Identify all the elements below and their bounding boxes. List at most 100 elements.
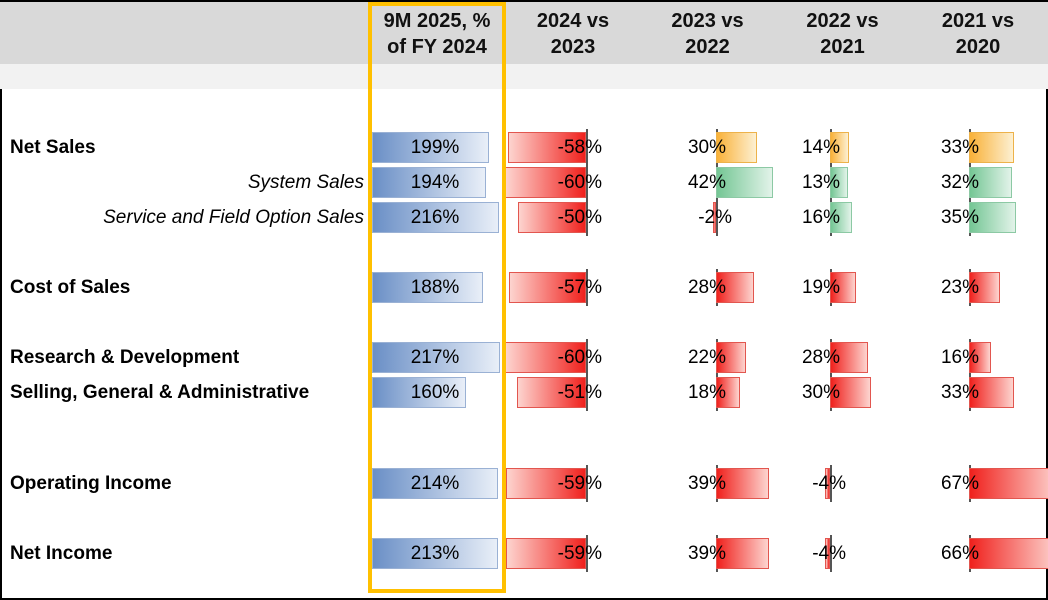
bar-red [506,468,586,499]
bar-blue [372,342,500,373]
bar-value: 217% [410,347,460,368]
column-header-2023-vs-2022: 2023 vs 2022 [640,8,775,60]
row-label: Service and Field Option Sales [103,207,364,228]
bar-red [713,202,716,233]
bar-value: -59% [557,473,602,494]
bar-red [716,468,769,499]
bar-red [716,272,754,303]
bar-value: 66% [940,543,979,564]
bar-value: 14% [801,137,840,158]
bar-value: 199% [410,137,460,158]
bar-value: 23% [940,277,979,298]
axis-tick [586,374,588,411]
column-header-2022-vs-2021: 2022 vs 2021 [775,8,910,60]
bar-blue [372,167,486,198]
axis-tick [586,269,588,306]
column-header-line1: 2024 vs [536,10,610,32]
bar-blue [372,538,498,569]
axis-tick [586,535,588,572]
axis-tick [586,164,588,201]
row-label: Net Income [10,543,113,564]
bar-red [716,377,740,408]
bar-red [969,468,1048,499]
row-label: Selling, General & Administrative [10,382,310,403]
bar-value: 19% [801,277,840,298]
bar-red [825,538,830,569]
bar-value: -60% [557,172,602,193]
bar-blue [372,272,483,303]
column-header-line1: 2022 vs [806,10,879,32]
bar-orange [969,132,1014,163]
bar-value: 216% [410,207,460,228]
bar-red [506,538,586,569]
axis-tick [830,535,832,572]
row-label: System Sales [247,172,364,193]
bar-value: 33% [940,382,979,403]
bar-value: -4% [812,543,846,564]
bar-red [969,538,1048,569]
column-header-line2: 2020 [955,36,1001,58]
bar-value: 213% [410,543,460,564]
row-label: Cost of Sales [10,277,131,298]
bar-blue [372,132,489,163]
header-sub-band [0,64,1048,89]
bar-orange [830,132,849,163]
bar-value: 42% [687,172,726,193]
bar-value: 160% [410,382,460,403]
axis-tick [586,465,588,502]
bar-value: 214% [410,473,460,494]
column-header-line2: of FY 2024 [387,36,487,58]
bar-red [509,272,586,303]
bar-red [969,342,991,373]
bar-value: -60% [557,347,602,368]
bar-red [969,377,1014,408]
bar-value: -57% [557,277,602,298]
bar-value: 16% [940,347,979,368]
bar-value: -2% [698,207,732,228]
axis-tick [586,339,588,376]
bar-value: -58% [557,137,602,158]
bar-red [830,272,856,303]
bar-value: -4% [812,473,846,494]
bar-value: 22% [687,347,726,368]
row-label: Research & Development [10,347,240,368]
column-header-2021-vs-2020: 2021 vs 2020 [910,8,1046,60]
bar-red [969,272,1000,303]
bar-green [969,202,1016,233]
column-header-2024-vs-2023: 2024 vs 2023 [506,8,640,60]
bar-green [830,202,852,233]
bar-red [716,538,769,569]
bar-red [517,377,586,408]
bar-value: 13% [801,172,840,193]
bar-value: 32% [940,172,979,193]
bar-red [518,202,586,233]
bar-value: 194% [410,172,460,193]
bar-value: 28% [687,277,726,298]
bar-red [830,377,871,408]
axis-tick [586,199,588,236]
bar-value: -51% [557,382,602,403]
bar-blue [372,468,498,499]
bar-value: 188% [410,277,460,298]
column-header-line2: 2022 [685,36,730,58]
bar-value: 18% [687,382,726,403]
column-header-line2: 2021 [820,36,865,58]
bar-orange [716,132,757,163]
bar-value: 33% [940,137,979,158]
header-band [0,2,1048,64]
bar-value: 67% [940,473,979,494]
row-label: Net Sales [10,137,96,158]
column-header-line1: 2023 vs [671,10,744,32]
bar-value: 39% [687,543,726,564]
bar-red [825,468,830,499]
axis-tick [586,129,588,166]
bar-value: 30% [687,137,726,158]
bar-blue [372,202,499,233]
bar-red [830,342,868,373]
bar-value: 39% [687,473,726,494]
bar-red [716,342,746,373]
bar-value: 28% [801,347,840,368]
bar-blue [372,377,466,408]
column-header-9m-2025: 9M 2025, % of FY 2024 [368,8,506,60]
